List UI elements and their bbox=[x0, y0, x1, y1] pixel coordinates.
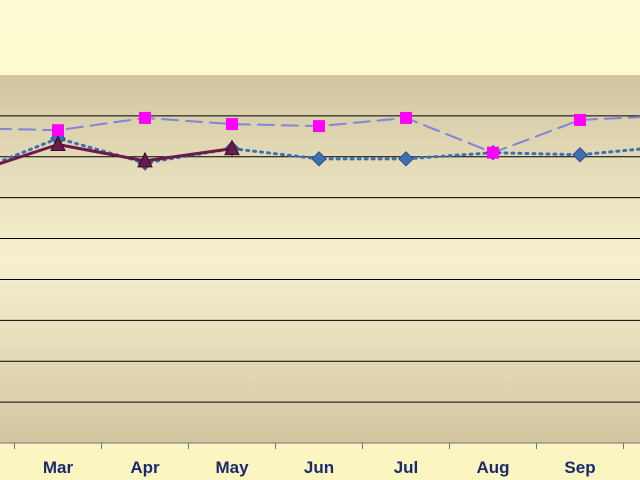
data-point bbox=[226, 118, 238, 131]
data-point bbox=[52, 124, 64, 137]
data-point bbox=[487, 146, 499, 159]
data-point bbox=[574, 113, 586, 126]
x-tick-label: Jun bbox=[304, 458, 334, 477]
data-point bbox=[313, 120, 325, 133]
data-point bbox=[139, 111, 151, 124]
data-point bbox=[50, 135, 66, 152]
data-point bbox=[311, 151, 327, 167]
x-tick-label: Sep bbox=[564, 458, 595, 477]
series-1 bbox=[0, 135, 240, 168]
x-tick-labels: Mar Apr May Jun Jul Aug Sep bbox=[43, 458, 596, 477]
data-point bbox=[572, 147, 588, 163]
plot-area bbox=[0, 75, 640, 443]
series-line bbox=[0, 143, 234, 166]
x-tick-label: Apr bbox=[130, 458, 160, 477]
x-tick-label: Mar bbox=[43, 458, 74, 477]
series-2 bbox=[0, 111, 640, 159]
grid-lines bbox=[0, 115, 640, 403]
x-axis bbox=[0, 442, 640, 449]
x-tick-label: Aug bbox=[476, 458, 509, 477]
series-layer bbox=[0, 111, 640, 171]
data-point bbox=[400, 111, 412, 124]
x-tick-label: May bbox=[215, 458, 249, 477]
data-point bbox=[398, 151, 414, 167]
x-tick-label: Jul bbox=[394, 458, 419, 477]
data-point bbox=[224, 139, 240, 156]
data-point bbox=[137, 151, 153, 168]
